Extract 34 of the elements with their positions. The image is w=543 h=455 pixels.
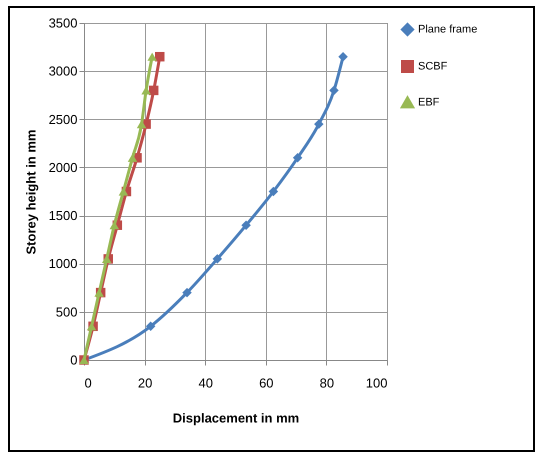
y-tick-label: 500: [56, 304, 78, 320]
x-tick-label: 100: [366, 376, 388, 390]
point: [148, 86, 158, 96]
point: [241, 220, 251, 230]
y-tick-label: 1000: [48, 256, 78, 272]
y-tick-label: 0: [70, 352, 78, 368]
y-axis-title: Storey height in mm: [24, 130, 39, 254]
point: [147, 52, 157, 61]
point: [338, 52, 348, 62]
point: [314, 119, 324, 129]
point: [268, 186, 278, 196]
legend-label: Plane frame: [418, 24, 478, 36]
point: [155, 52, 164, 62]
legend-label: EBF: [418, 96, 440, 108]
point: [118, 187, 128, 196]
x-tick-label: 0: [84, 376, 92, 390]
y-tick-label: 1500: [48, 208, 78, 224]
point: [292, 153, 302, 163]
x-axis-title: Displacement in mm: [172, 410, 300, 426]
point: [182, 288, 192, 298]
x-tick-label: 40: [198, 376, 213, 390]
x-tick-label: 80: [320, 376, 334, 390]
point: [329, 86, 339, 96]
point: [212, 254, 222, 264]
x-tick-label: 20: [138, 376, 152, 390]
y-tick-label: 3500: [48, 16, 78, 30]
y-tick-label: 2500: [48, 112, 78, 127]
y-tick-label: 3000: [48, 64, 78, 79]
legend-label: SCBF: [418, 60, 448, 72]
point: [128, 154, 138, 162]
point: [146, 322, 156, 332]
x-tick-label: 60: [259, 376, 274, 390]
y-tick-label: 2000: [48, 160, 78, 175]
point: [110, 221, 120, 230]
